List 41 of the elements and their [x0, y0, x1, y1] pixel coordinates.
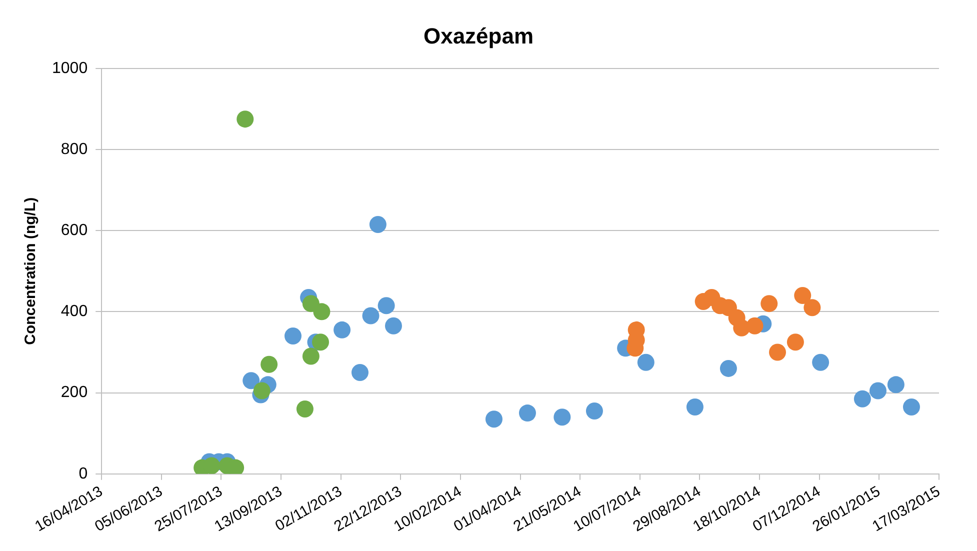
y-tick-label: 200 [60, 384, 88, 402]
point [804, 299, 821, 316]
y-axis-title: Concentration (ng/L) [22, 197, 40, 345]
point [769, 344, 786, 361]
point [369, 216, 386, 234]
y-tick-label: 600 [60, 222, 88, 239]
point [351, 364, 368, 382]
y-tick-label: 800 [60, 140, 88, 158]
point [260, 356, 278, 373]
point [786, 334, 804, 351]
point [302, 348, 320, 365]
y-tick-label: 0 [78, 465, 88, 482]
point [253, 382, 270, 400]
point [554, 408, 571, 426]
y-tick-label: 400 [60, 303, 88, 320]
point [812, 354, 830, 371]
point [485, 410, 502, 428]
point [720, 360, 737, 377]
point [869, 382, 886, 400]
point [854, 390, 871, 408]
point [794, 286, 812, 304]
point [637, 354, 654, 371]
point [384, 317, 402, 334]
point [586, 402, 603, 420]
point [284, 328, 302, 345]
point [242, 372, 260, 390]
point [236, 110, 254, 128]
point [746, 317, 764, 334]
point [686, 398, 704, 416]
point [296, 400, 314, 418]
point [313, 303, 330, 320]
point [334, 321, 351, 338]
point [518, 404, 536, 422]
point [312, 334, 330, 351]
y-tick-label: 1000 [52, 60, 88, 77]
point [362, 307, 380, 324]
point [902, 398, 920, 416]
point [378, 297, 395, 314]
point [760, 295, 778, 312]
point [887, 376, 904, 394]
chart-title: Oxazépam [423, 23, 534, 48]
